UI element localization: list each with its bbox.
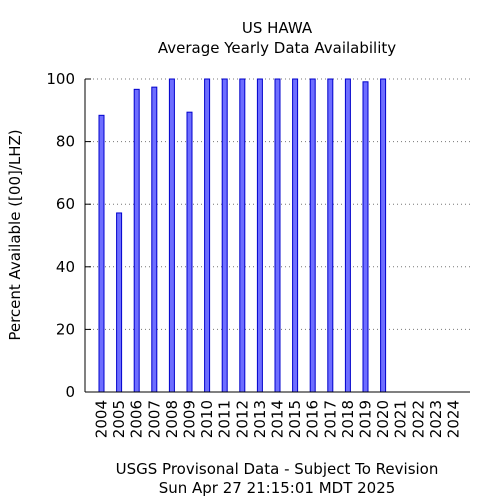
x-tick-label: 2007 [145, 400, 163, 438]
y-axis-label: Percent Available ([00]/LHZ) [6, 129, 24, 340]
x-tick-label: 2020 [374, 400, 392, 438]
x-tick-label: 2006 [128, 400, 146, 438]
x-tick-label: 2005 [110, 400, 128, 438]
bar-2015 [292, 78, 299, 393]
bar-2012 [239, 78, 246, 393]
x-tick-label: 2009 [181, 400, 199, 438]
y-tick-label: 100 [46, 70, 75, 88]
x-tick-label: 2008 [163, 400, 181, 438]
bar-2013 [256, 78, 263, 393]
x-tick-label: 2013 [251, 400, 269, 438]
y-ticks: 0 20 40 60 80 100 [46, 70, 91, 401]
x-tick-label: 2024 [445, 400, 463, 438]
bar-2014 [274, 78, 281, 393]
x-tick-label: 2010 [198, 400, 216, 438]
bar-2020 [380, 78, 387, 393]
y-tick-label: 60 [56, 195, 75, 213]
bar-2011 [221, 78, 228, 393]
x-tick-label: 2004 [93, 400, 111, 438]
bar-2006 [133, 88, 140, 393]
y-tick-label: 40 [56, 258, 75, 276]
chart-subtitle: Average Yearly Data Availability [158, 39, 396, 57]
x-tick-label: 2012 [233, 400, 251, 438]
footer-disclaimer: USGS Provisonal Data - Subject To Revisi… [116, 460, 439, 478]
bar-2004 [98, 114, 105, 393]
y-tick-label: 20 [56, 320, 75, 338]
x-tick-label: 2023 [427, 400, 445, 438]
x-tick-label: 2022 [409, 400, 427, 438]
y-tick-label: 80 [56, 133, 75, 151]
footer-timestamp: Sun Apr 27 21:15:01 MDT 2025 [159, 479, 396, 497]
x-tick-label: 2015 [286, 400, 304, 438]
bar-2008 [168, 78, 175, 393]
x-tick-label: 2011 [216, 400, 234, 438]
bar-2016 [309, 78, 316, 393]
x-tick-label: 2021 [392, 400, 410, 438]
x-tick-label: 2018 [339, 400, 357, 438]
x-tick-label: 2016 [304, 400, 322, 438]
bar-2018 [344, 78, 351, 393]
x-ticks: 2004 2005 2006 2007 2008 2009 2010 2011 2012 2013… [93, 400, 463, 438]
bar-2010 [204, 78, 211, 393]
bar-2005 [116, 212, 123, 393]
bar-2017 [327, 78, 334, 393]
bars [98, 78, 387, 393]
bar-2007 [151, 86, 158, 393]
chart-title: US HAWA [242, 19, 313, 37]
x-tick-label: 2019 [357, 400, 375, 438]
y-tick-label: 0 [65, 383, 75, 401]
bar-2019 [362, 81, 369, 393]
x-tick-label: 2014 [269, 400, 287, 438]
bar-2009 [186, 111, 193, 393]
x-tick-label: 2017 [321, 400, 339, 438]
